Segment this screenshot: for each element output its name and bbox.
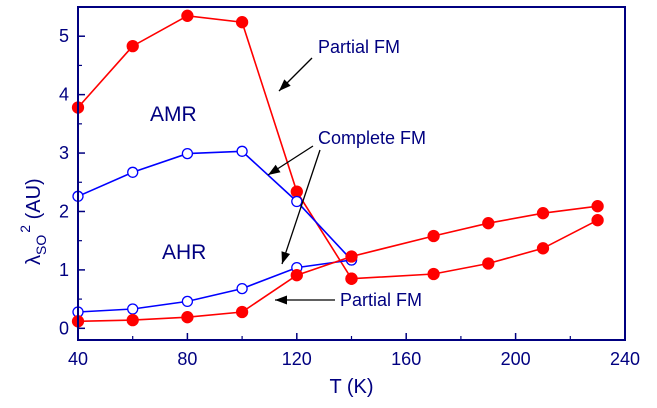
- y-axis-label: λSO2 (AU): [17, 178, 49, 265]
- data-point-4-1: [126, 313, 139, 327]
- x-tick-label: 40: [68, 349, 88, 369]
- y-tick-label: 2: [59, 201, 69, 221]
- y-tick-label: 1: [59, 260, 69, 280]
- data-point-0-2: [181, 9, 194, 22]
- series-line-4: [77, 205, 598, 323]
- data-point-1-0: [345, 272, 358, 285]
- annotation-complete-fm: Complete FM: [318, 128, 426, 148]
- data-point-1-2: [482, 257, 495, 270]
- arrow-partial-fm-top-head: [279, 79, 291, 91]
- data-point-4-5: [345, 250, 358, 263]
- annotation-partial-fm-bottom: Partial FM: [340, 290, 422, 310]
- x-tick-label: 200: [501, 349, 531, 369]
- data-point-0-3: [235, 16, 249, 29]
- series-line-0: [77, 14, 353, 280]
- data-point-1-4: [591, 214, 604, 227]
- annotation-partial-fm-top: Partial FM: [318, 37, 400, 57]
- y-tick-label: 0: [59, 318, 69, 338]
- plot-marks: [71, 9, 604, 328]
- annotation-amr: AMR: [150, 103, 197, 126]
- series-line-2: [77, 150, 353, 261]
- arrow-complete-fm-2: [281, 149, 321, 265]
- arrow-complete-fm-2-head: [281, 251, 291, 264]
- data-point-1-3: [536, 242, 550, 255]
- y-tick-label: 3: [59, 143, 69, 163]
- y-tick-label: 5: [59, 26, 69, 46]
- data-point-0-4: [290, 185, 303, 198]
- data-point-2-3: [236, 145, 248, 157]
- x-tick-label: 80: [177, 349, 197, 369]
- annotation-ahr: AHR: [162, 241, 206, 264]
- data-point-4-3: [235, 305, 249, 319]
- data-point-1-1: [427, 267, 440, 281]
- data-point-4-7: [482, 217, 495, 230]
- arrow-complete-fm-1-head: [268, 164, 281, 175]
- x-tick-label: 240: [610, 349, 640, 369]
- series-line-3: [77, 259, 352, 313]
- data-point-2-4: [291, 195, 303, 208]
- data-point-3-2: [181, 295, 194, 308]
- axes: 40 80 120 160 200 240 0 1 2 3 4 5 T (K) λSO2 (AU): [17, 6, 640, 398]
- data-point-4-2: [181, 311, 194, 324]
- x-tick-label: 160: [391, 349, 421, 369]
- data-point-4-6: [427, 229, 440, 243]
- series-line-1: [351, 219, 598, 280]
- data-point-2-2: [181, 147, 194, 160]
- x-tick-label: 120: [282, 349, 312, 369]
- data-point-4-4: [290, 269, 303, 282]
- y-tick-label: 4: [59, 85, 69, 105]
- data-point-3-3: [236, 282, 248, 295]
- data-point-0-1: [126, 39, 139, 53]
- data-point-3-1: [127, 303, 139, 315]
- arrow-partial-fm-bottom-head: [275, 295, 287, 305]
- data-point-2-1: [127, 166, 139, 178]
- annotations: Partial FM Complete FM Partial FM AMR AHR: [150, 37, 426, 310]
- data-point-4-9: [591, 200, 604, 213]
- data-point-4-8: [536, 207, 550, 220]
- x-axis-label: T (K): [329, 376, 373, 398]
